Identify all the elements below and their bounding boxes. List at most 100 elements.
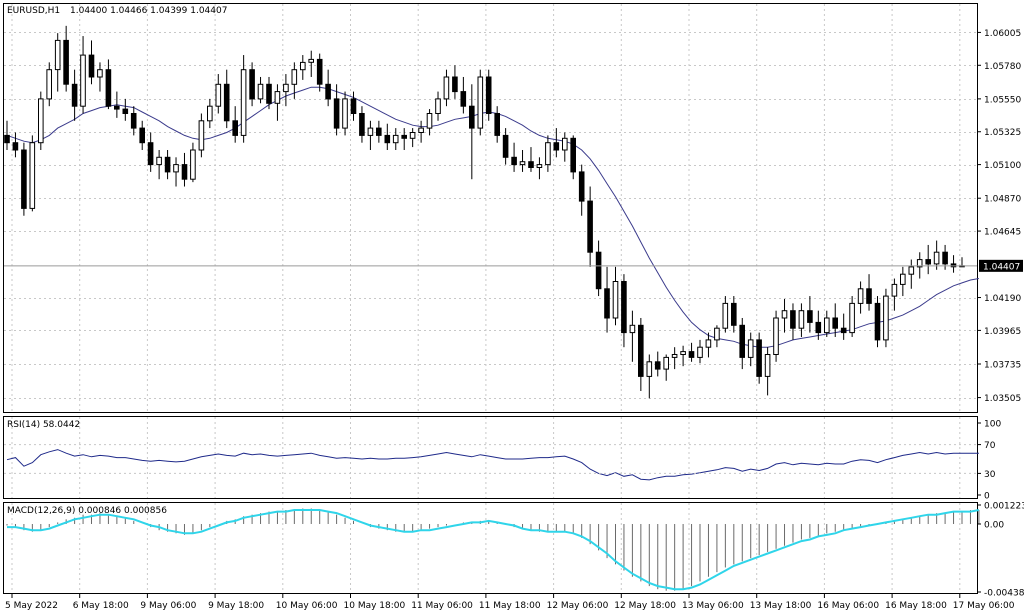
candle xyxy=(63,25,69,92)
candle xyxy=(469,84,475,180)
candle-body-up xyxy=(519,161,526,166)
candle xyxy=(933,240,940,270)
candle xyxy=(342,91,348,136)
candle-body-up xyxy=(545,142,551,166)
candle xyxy=(874,296,881,348)
rsi-tick-label: 0 xyxy=(984,492,990,502)
candle xyxy=(122,98,129,121)
candle xyxy=(97,62,103,92)
rsi-tick-label: 30 xyxy=(984,470,996,480)
candle-body-down xyxy=(350,98,357,115)
candle xyxy=(71,69,78,121)
time-tick-label: 6 May 18:00 xyxy=(73,601,129,611)
candle-body-up xyxy=(173,164,179,173)
candle-body-down xyxy=(325,83,331,100)
candle-body-up xyxy=(392,134,399,144)
candle-body-down xyxy=(553,142,560,151)
candle-body-up xyxy=(342,98,348,129)
candle-body-up xyxy=(747,339,754,358)
candle-body-up xyxy=(418,127,424,134)
grid-lines xyxy=(4,4,977,593)
candle xyxy=(773,310,779,362)
candle-body-up xyxy=(283,83,289,93)
candle xyxy=(198,113,205,158)
price-tick-label: 1.04190 xyxy=(984,294,1021,304)
price-tick-label: 1.05780 xyxy=(984,62,1021,72)
candle xyxy=(257,76,264,104)
rsi-tick-label: 70 xyxy=(984,441,996,451)
candle xyxy=(629,310,636,362)
candle-body-down xyxy=(502,134,509,158)
price-tick-label: 1.05325 xyxy=(984,128,1021,138)
candle xyxy=(536,157,543,180)
candle-body-up xyxy=(443,76,450,100)
time-tick-label: 12 May 18:00 xyxy=(614,601,676,611)
candle-body-up xyxy=(198,120,205,151)
candle-body-up xyxy=(798,310,805,329)
candle-body-down xyxy=(469,105,475,129)
candle xyxy=(511,142,517,172)
candle-body-up xyxy=(426,113,433,129)
time-tick-label: 12 May 06:00 xyxy=(547,601,609,611)
time-tick-label: 11 May 06:00 xyxy=(411,601,473,611)
candle-body-down xyxy=(604,288,610,319)
macd-tick-label: 0.00 xyxy=(984,520,1004,530)
candle xyxy=(680,345,686,367)
candle xyxy=(815,310,822,340)
candle-body-down xyxy=(147,142,154,166)
candle-body-up xyxy=(891,283,898,297)
candle xyxy=(832,303,839,337)
candle xyxy=(240,55,247,143)
candle xyxy=(291,62,298,99)
candle-body-down xyxy=(376,127,382,136)
time-tick-label: 13 May 18:00 xyxy=(750,601,812,611)
candle xyxy=(545,135,551,172)
candle-body-up xyxy=(80,54,86,107)
candle-body-up xyxy=(300,61,306,71)
candle xyxy=(384,123,391,150)
candle-body-down xyxy=(359,113,365,136)
candle xyxy=(215,74,222,114)
candle xyxy=(54,33,61,92)
candle xyxy=(654,351,661,377)
candle-body-down xyxy=(866,288,872,304)
candle-body-down xyxy=(511,156,517,166)
candle xyxy=(249,62,255,107)
rsi-pane[interactable] xyxy=(3,416,978,499)
candle-body-down xyxy=(88,54,95,78)
candle-body-down xyxy=(570,137,577,173)
candle xyxy=(232,106,238,143)
candle-body-up xyxy=(916,259,923,268)
candle xyxy=(570,135,577,180)
candle xyxy=(747,332,754,367)
candle xyxy=(21,142,27,216)
macd-pane[interactable] xyxy=(3,502,978,594)
candle-body-down xyxy=(114,105,120,110)
candle-body-up xyxy=(291,69,298,85)
candle-body-up xyxy=(54,39,61,71)
candle xyxy=(477,69,484,136)
candle-body-up xyxy=(908,266,915,275)
time-tick-label: 16 May 06:00 xyxy=(817,601,879,611)
candle-body-down xyxy=(249,69,255,100)
main-pane[interactable] xyxy=(3,3,978,413)
price-axis: 1.06005 1.05780 1.05550 1.05325 1.05100 1.048… xyxy=(977,29,1021,404)
candle xyxy=(705,332,712,358)
candle xyxy=(502,128,509,165)
macd-indicator xyxy=(6,508,980,591)
candle-body-down xyxy=(164,156,171,173)
time-tick-label: 13 May 06:00 xyxy=(682,601,744,611)
candle-body-up xyxy=(240,69,247,136)
ohlc-label: 1.04400 1.04466 1.04399 1.04407 xyxy=(70,6,227,16)
candle-body-up xyxy=(612,281,619,319)
time-tick-label: 10 May 18:00 xyxy=(344,601,406,611)
candle-body-up xyxy=(477,76,484,129)
candle-body-down xyxy=(460,91,467,107)
time-tick-label: 10 May 06:00 xyxy=(276,601,338,611)
candle xyxy=(46,62,53,107)
candle xyxy=(891,278,898,311)
candle-body-up xyxy=(409,132,416,139)
candle xyxy=(663,354,670,381)
candle xyxy=(300,55,306,80)
candle-body-down xyxy=(942,251,948,265)
